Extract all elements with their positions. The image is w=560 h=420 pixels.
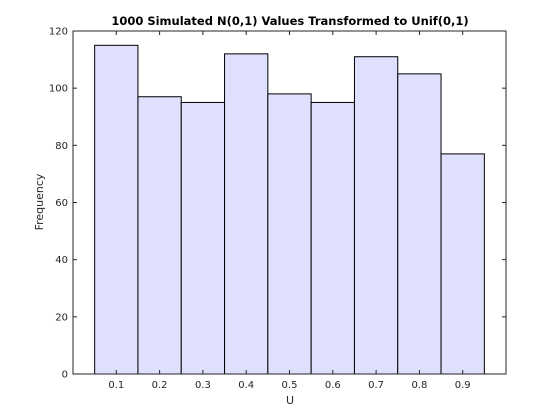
y-tick-label: 100: [49, 84, 68, 95]
y-axis-label: Frequency: [33, 173, 46, 230]
x-axis-label: U: [286, 394, 294, 407]
bar-0.6: [310, 101, 355, 375]
x-tick-label: 0.4: [238, 380, 254, 391]
y-tick-label: 120: [49, 27, 68, 38]
y-axis-ticks: 0 20 40 60 80 100 120: [49, 27, 506, 381]
bar-0.4: [224, 53, 269, 375]
y-tick-label: 80: [55, 141, 68, 152]
x-axis-ticks: 0.1 0.2 0.3 0.4 0.5 0.6 0.7 0.8 0.9: [108, 31, 471, 391]
x-tick-label: 0.3: [195, 380, 211, 391]
y-tick-label: 20: [55, 312, 68, 323]
x-tick-label: 0.7: [368, 380, 384, 391]
bar-0.2: [137, 96, 182, 375]
x-tick-label: 0.6: [325, 380, 341, 391]
x-tick-label: 0.8: [411, 380, 427, 391]
y-tick-label: 40: [55, 255, 68, 266]
bars-group: [94, 44, 485, 375]
x-tick-label: 0.1: [108, 380, 124, 391]
x-tick-label: 0.5: [282, 380, 298, 391]
x-tick-label: 0.9: [455, 380, 471, 391]
bar-0.8: [397, 73, 442, 375]
chart-title: 1000 Simulated N(0,1) Values Transformed…: [111, 14, 468, 28]
bar-0.9: [440, 153, 485, 375]
bar-0.3: [180, 101, 226, 375]
x-tick-label: 0.2: [152, 380, 168, 391]
bar-0.1: [94, 44, 139, 375]
y-tick-label: 0: [62, 370, 68, 381]
y-tick-label: 60: [55, 198, 68, 209]
bar-0.5: [267, 93, 312, 375]
bar-0.7: [353, 56, 399, 375]
